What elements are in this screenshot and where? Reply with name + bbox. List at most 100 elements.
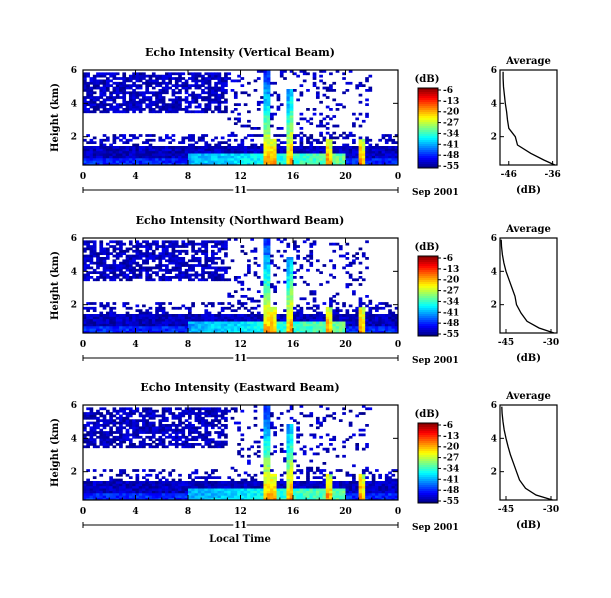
colorbar: -6-13-20-27-34-41-48-55 xyxy=(417,254,459,340)
average-y-tick-label: 6 xyxy=(491,66,497,76)
colorbar-frame xyxy=(417,255,439,337)
colorbar-tick-label: -55 xyxy=(443,497,459,507)
panel-2: Echo Intensity (Eastward Beam) 6 4 2 Height … xyxy=(50,381,559,545)
average-title: Average xyxy=(505,224,551,235)
y-tick-label: 4 xyxy=(71,267,77,277)
date-bar-day: 11 xyxy=(234,186,247,196)
colorbar-tick-label: -34 xyxy=(443,464,459,474)
colorbar-tick-label: -48 xyxy=(443,486,459,496)
colorbar-tick-label: -6 xyxy=(443,254,453,264)
x-tick-label: 0 xyxy=(80,172,86,182)
y-axis-label: Height (km) xyxy=(50,83,61,152)
y-tick-label: 6 xyxy=(71,66,77,76)
average-frame xyxy=(499,237,558,334)
average-frame xyxy=(499,404,558,501)
x-tick-label: 8 xyxy=(185,507,191,517)
heatmap-field xyxy=(83,238,399,334)
colorbar-tick-label: -13 xyxy=(443,97,459,107)
average-y-tick-label: 6 xyxy=(491,401,497,411)
colorbar-tick-label: -41 xyxy=(443,308,459,318)
y-tick-label: 6 xyxy=(71,401,77,411)
colorbar-tick-label: -27 xyxy=(443,287,459,297)
average-profile-line xyxy=(500,239,555,334)
average-profile: Average 6 4 2 -46 -36(dB) xyxy=(491,56,561,196)
x-tick-label: 8 xyxy=(185,340,191,350)
average-xlabel: (dB) xyxy=(516,353,541,364)
x-tick-label: 0 xyxy=(80,340,86,350)
colorbar-unit: (dB) xyxy=(415,409,440,420)
x-tick-label: 12 xyxy=(234,340,247,350)
average-x-tick-label: -46 xyxy=(501,170,517,180)
colorbar-frame xyxy=(417,87,439,169)
x-tick-label: 0 xyxy=(395,340,401,350)
x-tick-label: 4 xyxy=(132,507,138,517)
colorbar-tick-label: -13 xyxy=(443,432,459,442)
x-tick-label: 16 xyxy=(287,507,300,517)
colorbar-tick-label: -27 xyxy=(443,119,459,129)
colorbar-tick-label: -41 xyxy=(443,140,459,150)
date-bar-month-year: Sep 2001 xyxy=(412,188,459,198)
colorbar-tick-label: -20 xyxy=(443,276,459,286)
colorbar-tick-label: -34 xyxy=(443,297,459,307)
colorbar-tick-label: -55 xyxy=(443,162,459,172)
x-tick-label: 0 xyxy=(395,172,401,182)
panel-1: Echo Intensity (Northward Beam) 6 4 2 Height… xyxy=(50,214,559,366)
x-tick-label: 16 xyxy=(287,340,300,350)
x-tick-label: 20 xyxy=(339,507,352,517)
colorbar-tick-label: -48 xyxy=(443,151,459,161)
average-xlabel: (dB) xyxy=(516,185,541,196)
average-x-tick-label: -45 xyxy=(498,338,514,348)
x-tick-label: 0 xyxy=(80,507,86,517)
colorbar-tick-label: -55 xyxy=(443,330,459,340)
date-bar-month-year: Sep 2001 xyxy=(412,523,459,533)
colorbar-tick-label: -20 xyxy=(443,443,459,453)
average-y-tick-label: 4 xyxy=(491,434,497,444)
average-profile: Average 6 4 2 -45 -30(dB) xyxy=(491,391,559,531)
colorbar-tick-label: -48 xyxy=(443,319,459,329)
average-x-tick-label: -30 xyxy=(543,338,559,348)
colorbar-tick-label: -41 xyxy=(443,475,459,485)
colorbar-tick-label: -20 xyxy=(443,108,459,118)
average-x-tick-label: -36 xyxy=(544,170,560,180)
average-profile-line xyxy=(501,406,553,501)
y-tick-label: 4 xyxy=(71,99,77,109)
average-x-tick-label: -45 xyxy=(498,505,514,515)
average-frame xyxy=(499,69,558,166)
average-y-tick-label: 6 xyxy=(491,234,497,244)
y-tick-label: 2 xyxy=(71,301,77,311)
colorbar-unit: (dB) xyxy=(415,242,440,253)
panel-title: Echo Intensity (Northward Beam) xyxy=(136,214,345,227)
panel-title: Echo Intensity (Vertical Beam) xyxy=(145,46,335,59)
colorbar-unit: (dB) xyxy=(415,74,440,85)
average-y-tick-label: 4 xyxy=(491,267,497,277)
x-tick-label: 4 xyxy=(132,172,138,182)
x-tick-label: 0 xyxy=(395,507,401,517)
panel-0: Echo Intensity (Vertical Beam) 6 4 2 Height … xyxy=(50,46,561,198)
average-y-tick-label: 2 xyxy=(491,468,497,478)
x-tick-label: 4 xyxy=(132,340,138,350)
average-x-tick-label: -30 xyxy=(543,505,559,515)
average-profile-line xyxy=(502,71,556,166)
colorbar-tick-label: -34 xyxy=(443,129,459,139)
y-tick-label: 2 xyxy=(71,468,77,478)
x-tick-label: 20 xyxy=(339,340,352,350)
x-tick-label: 12 xyxy=(234,172,247,182)
colorbar: -6-13-20-27-34-41-48-55 xyxy=(417,421,459,507)
average-xlabel: (dB) xyxy=(516,520,541,531)
y-tick-label: 2 xyxy=(71,133,77,143)
colorbar-tick-label: -6 xyxy=(443,86,453,96)
colorbar-tick-label: -6 xyxy=(443,421,453,431)
colorbar: -6-13-20-27-34-41-48-55 xyxy=(417,86,459,172)
average-y-tick-label: 2 xyxy=(491,133,497,143)
colorbar-tick-label: -27 xyxy=(443,454,459,464)
date-bar-day: 11 xyxy=(234,521,247,531)
x-tick-label: 8 xyxy=(185,172,191,182)
colorbar-tick-label: -13 xyxy=(443,265,459,275)
average-y-tick-label: 2 xyxy=(491,301,497,311)
heatmap-field xyxy=(83,70,399,166)
x-axis-label: Local Time xyxy=(209,534,271,545)
y-tick-label: 4 xyxy=(71,434,77,444)
x-tick-label: 20 xyxy=(339,172,352,182)
average-profile: Average 6 4 2 -45 -30(dB) xyxy=(491,224,559,364)
